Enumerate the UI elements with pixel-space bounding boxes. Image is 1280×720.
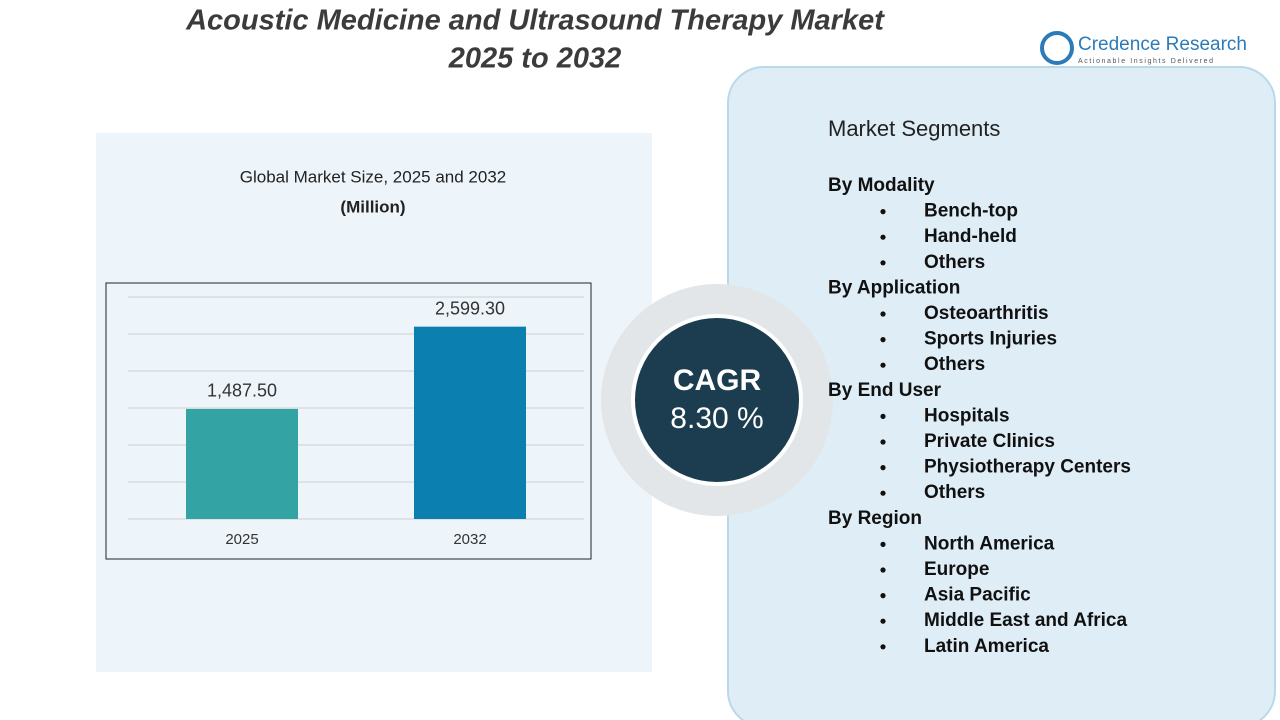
segment-heading: By End User [828, 380, 942, 401]
bullet [880, 209, 886, 215]
bullet [880, 337, 886, 343]
segment-heading: By Region [828, 508, 922, 529]
bullet [880, 362, 886, 368]
chart-frame [105, 282, 592, 560]
x-tick-label: 2032 [453, 531, 486, 548]
bullet [880, 490, 886, 496]
bullet [880, 439, 886, 445]
cagr-value: 8.30 % [670, 402, 763, 435]
bullet [880, 465, 886, 471]
segment-item: Private Clinics [924, 431, 1055, 452]
logo-tagline: Actionable Insights Delivered [1078, 58, 1215, 65]
segment-item: North America [924, 533, 1055, 554]
data-label: 1,487.50 [207, 381, 277, 401]
bullet [880, 593, 886, 599]
title: Acoustic Medicine and Ultrasound Therapy… [185, 5, 885, 37]
segment-item: Physiotherapy Centers [924, 457, 1131, 478]
segment-item: Others [924, 354, 985, 375]
segment-heading: By Application [828, 277, 960, 298]
chart-subtitle: (Million) [340, 197, 405, 216]
chart-title: Global Market Size, 2025 and 2032 [240, 167, 507, 186]
segment-item: Others [924, 482, 985, 503]
bullet [880, 644, 886, 650]
bullet [880, 413, 886, 419]
bullet [880, 567, 886, 573]
segment-item: Sports Injuries [924, 329, 1057, 350]
segment-heading: By Modality [828, 175, 935, 196]
bullet [880, 260, 886, 266]
segment-item: Others [924, 252, 985, 273]
segment-item: Osteoarthritis [924, 303, 1049, 324]
data-label: 2,599.30 [435, 298, 505, 318]
segment-item: Asia Pacific [924, 585, 1031, 606]
logo: Credence Research Actionable Insights De… [1040, 31, 1247, 65]
segment-item: Middle East and Africa [924, 610, 1127, 631]
bullet [880, 234, 886, 240]
segments-title: Market Segments [828, 116, 1000, 141]
segment-item: Europe [924, 559, 989, 580]
bar [186, 408, 298, 519]
segment-item: Latin America [924, 636, 1049, 657]
segment-item: Hand-held [924, 226, 1017, 247]
segment-item: Hospitals [924, 405, 1010, 426]
chart-panel [96, 133, 652, 672]
title: 2025 to 2032 [448, 43, 622, 75]
logo-name: Credence Research [1078, 34, 1247, 55]
segment-item: Bench-top [924, 201, 1018, 222]
bullet [880, 618, 886, 624]
cagr-label: CAGR [673, 364, 762, 397]
bullet [880, 541, 886, 548]
logo-icon [1040, 31, 1074, 65]
bar [414, 326, 526, 519]
cagr-circle [631, 314, 803, 486]
bullet [880, 311, 886, 317]
x-tick-label: 2025 [225, 531, 258, 548]
